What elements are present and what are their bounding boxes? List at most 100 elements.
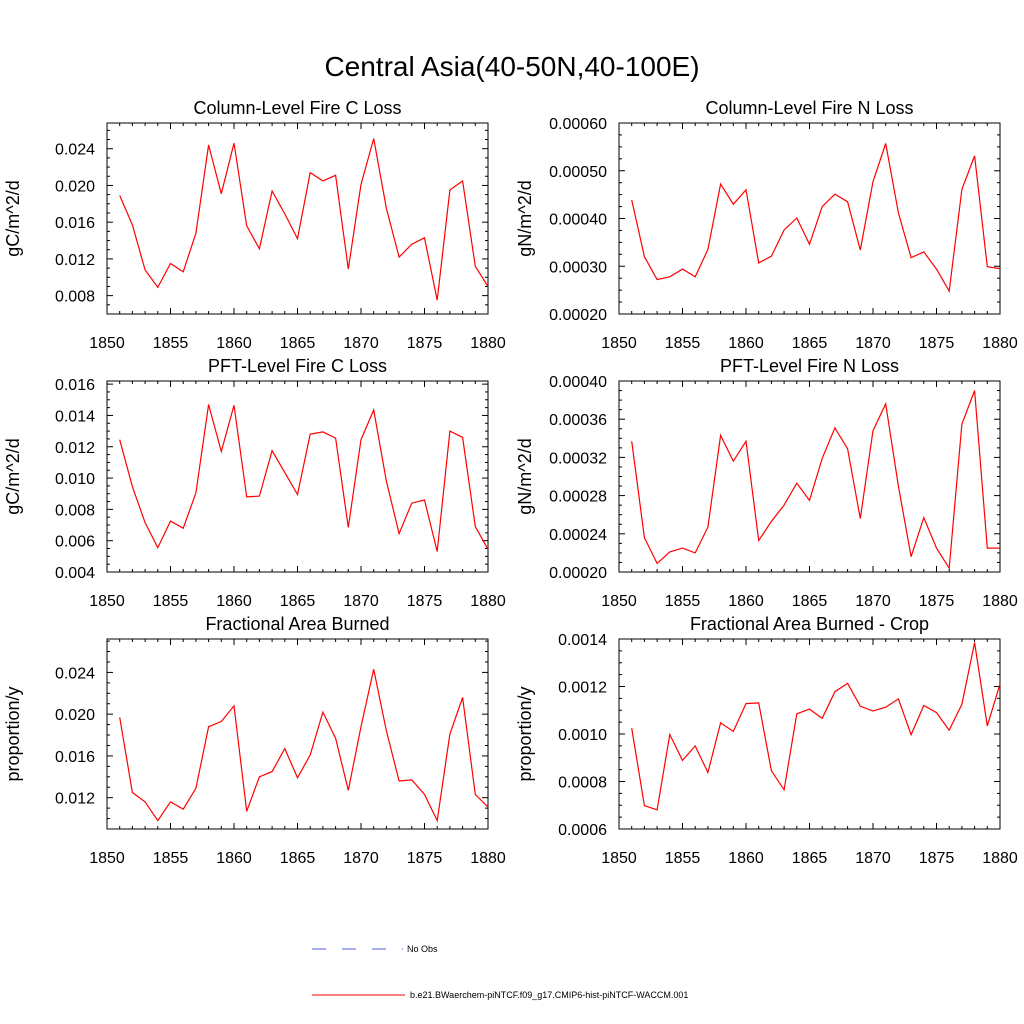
y-tick-label: 0.012 [55, 252, 95, 269]
x-tick-label: 1860 [728, 593, 764, 610]
x-tick-label: 1860 [216, 593, 252, 610]
y-tick-label: 0.020 [55, 707, 95, 724]
x-tick-label: 1850 [89, 593, 125, 610]
panel-2: 1850 1855 1860 1865 1870 1875 1880 0.00020 0.000… [515, 98, 1018, 352]
x-tick-label: 1880 [470, 850, 506, 867]
panel-6: 1850 1855 1860 1865 1870 1875 1880 0.0006 0.0008… [515, 614, 1018, 867]
x-tick-label: 1860 [216, 335, 252, 352]
panel-3: 1850 1855 1860 1865 1870 1875 1880 0.004 0.006 0.… [3, 356, 506, 610]
y-tick-label: 0.008 [55, 502, 95, 519]
y-tick-label: 0.006 [55, 534, 95, 551]
y-axis-label: gN/m^2/d [515, 180, 535, 256]
y-tick-label: 0.00036 [549, 412, 607, 429]
y-tick-label: 0.00040 [549, 374, 607, 391]
x-tick-label: 1860 [728, 850, 764, 867]
y-tick-label: 0.00030 [549, 259, 607, 276]
y-tick-label: 0.024 [55, 142, 95, 159]
x-tick-label: 1875 [919, 335, 955, 352]
panel-title: PFT-Level Fire C Loss [208, 356, 387, 376]
y-tick-label: 0.0008 [558, 775, 607, 792]
panel-title: Fractional Area Burned - Crop [690, 614, 929, 634]
y-tick-label: 0.016 [55, 215, 95, 232]
x-tick-label: 1865 [792, 593, 828, 610]
x-tick-label: 1855 [665, 850, 701, 867]
legend-model-label: b.e21.BWaerchem-piNTCF.f09_g17.CMIP6-his… [410, 990, 688, 1000]
y-tick-label: 0.00040 [549, 212, 607, 229]
series-line [631, 642, 1001, 811]
y-tick-label: 0.024 [55, 665, 95, 682]
series-line [631, 390, 1000, 571]
y-tick-label: 0.0010 [558, 727, 607, 744]
y-tick-label: 0.008 [55, 289, 95, 306]
x-tick-label: 1870 [343, 593, 379, 610]
y-tick-label: 0.012 [55, 440, 95, 457]
series-line [119, 669, 489, 823]
y-tick-label: 0.00024 [549, 527, 607, 544]
x-tick-label: 1850 [601, 335, 637, 352]
y-tick-label: 0.00060 [549, 116, 607, 133]
x-tick-label: 1880 [470, 335, 506, 352]
series-line [119, 138, 489, 301]
panel-title: PFT-Level Fire N Loss [720, 356, 899, 376]
series-line [631, 143, 1001, 293]
x-tick-label: 1870 [855, 335, 891, 352]
y-axis-label: gC/m^2/d [3, 180, 23, 256]
x-tick-label: 1880 [982, 850, 1018, 867]
x-tick-label: 1855 [665, 593, 701, 610]
x-tick-label: 1875 [407, 850, 443, 867]
x-tick-label: 1850 [601, 850, 637, 867]
x-tick-label: 1865 [280, 335, 316, 352]
panel-title: Column-Level Fire C Loss [193, 98, 401, 118]
x-tick-label: 1850 [89, 335, 125, 352]
y-tick-label: 0.014 [55, 408, 95, 425]
y-tick-label: 0.00032 [549, 450, 607, 467]
x-tick-label: 1865 [792, 850, 828, 867]
y-axis-label: gC/m^2/d [3, 438, 23, 514]
y-tick-label: 0.0006 [558, 822, 607, 839]
y-tick-label: 0.00020 [549, 307, 607, 324]
panel-title: Fractional Area Burned [205, 614, 389, 634]
x-tick-label: 1855 [665, 335, 701, 352]
figure-title: Central Asia(40-50N,40-100E) [324, 51, 699, 82]
y-tick-label: 0.00050 [549, 164, 607, 181]
x-tick-label: 1875 [919, 850, 955, 867]
x-tick-label: 1855 [153, 850, 189, 867]
x-tick-label: 1880 [982, 335, 1018, 352]
series-line [119, 404, 489, 552]
x-tick-label: 1870 [343, 335, 379, 352]
y-tick-label: 0.00028 [549, 489, 607, 506]
x-tick-label: 1880 [982, 593, 1018, 610]
y-axis-label: gN/m^2/d [515, 438, 535, 514]
x-tick-label: 1870 [343, 850, 379, 867]
y-tick-label: 0.020 [55, 178, 95, 195]
x-tick-label: 1860 [728, 335, 764, 352]
x-tick-label: 1855 [153, 335, 189, 352]
x-tick-label: 1850 [89, 850, 125, 867]
x-tick-label: 1875 [407, 335, 443, 352]
x-tick-label: 1850 [601, 593, 637, 610]
x-tick-label: 1870 [855, 850, 891, 867]
panel-title: Column-Level Fire N Loss [705, 98, 913, 118]
legend-obs-label: No Obs [407, 944, 438, 954]
y-tick-label: 0.0014 [558, 632, 607, 649]
y-tick-label: 0.010 [55, 471, 95, 488]
y-tick-label: 0.016 [55, 377, 95, 394]
x-tick-label: 1860 [216, 850, 252, 867]
x-tick-label: 1855 [153, 593, 189, 610]
x-tick-label: 1880 [470, 593, 506, 610]
x-tick-label: 1870 [855, 593, 891, 610]
x-tick-label: 1865 [280, 593, 316, 610]
plot-frame [618, 638, 1001, 830]
plot-frame [618, 380, 1001, 573]
plot-frame [106, 638, 489, 830]
x-tick-label: 1875 [919, 593, 955, 610]
x-tick-label: 1865 [792, 335, 828, 352]
plot-frame [618, 122, 1001, 315]
panels: 1850 1855 1860 1865 1870 1875 1880 0.008 0.012 0.… [3, 98, 1018, 867]
panel-1: 1850 1855 1860 1865 1870 1875 1880 0.008 0.012 0.… [3, 98, 506, 352]
y-axis-label: proportion/y [3, 686, 23, 781]
y-tick-label: 0.016 [55, 749, 95, 766]
y-axis-label: proportion/y [515, 686, 535, 781]
y-tick-label: 0.012 [55, 791, 95, 808]
